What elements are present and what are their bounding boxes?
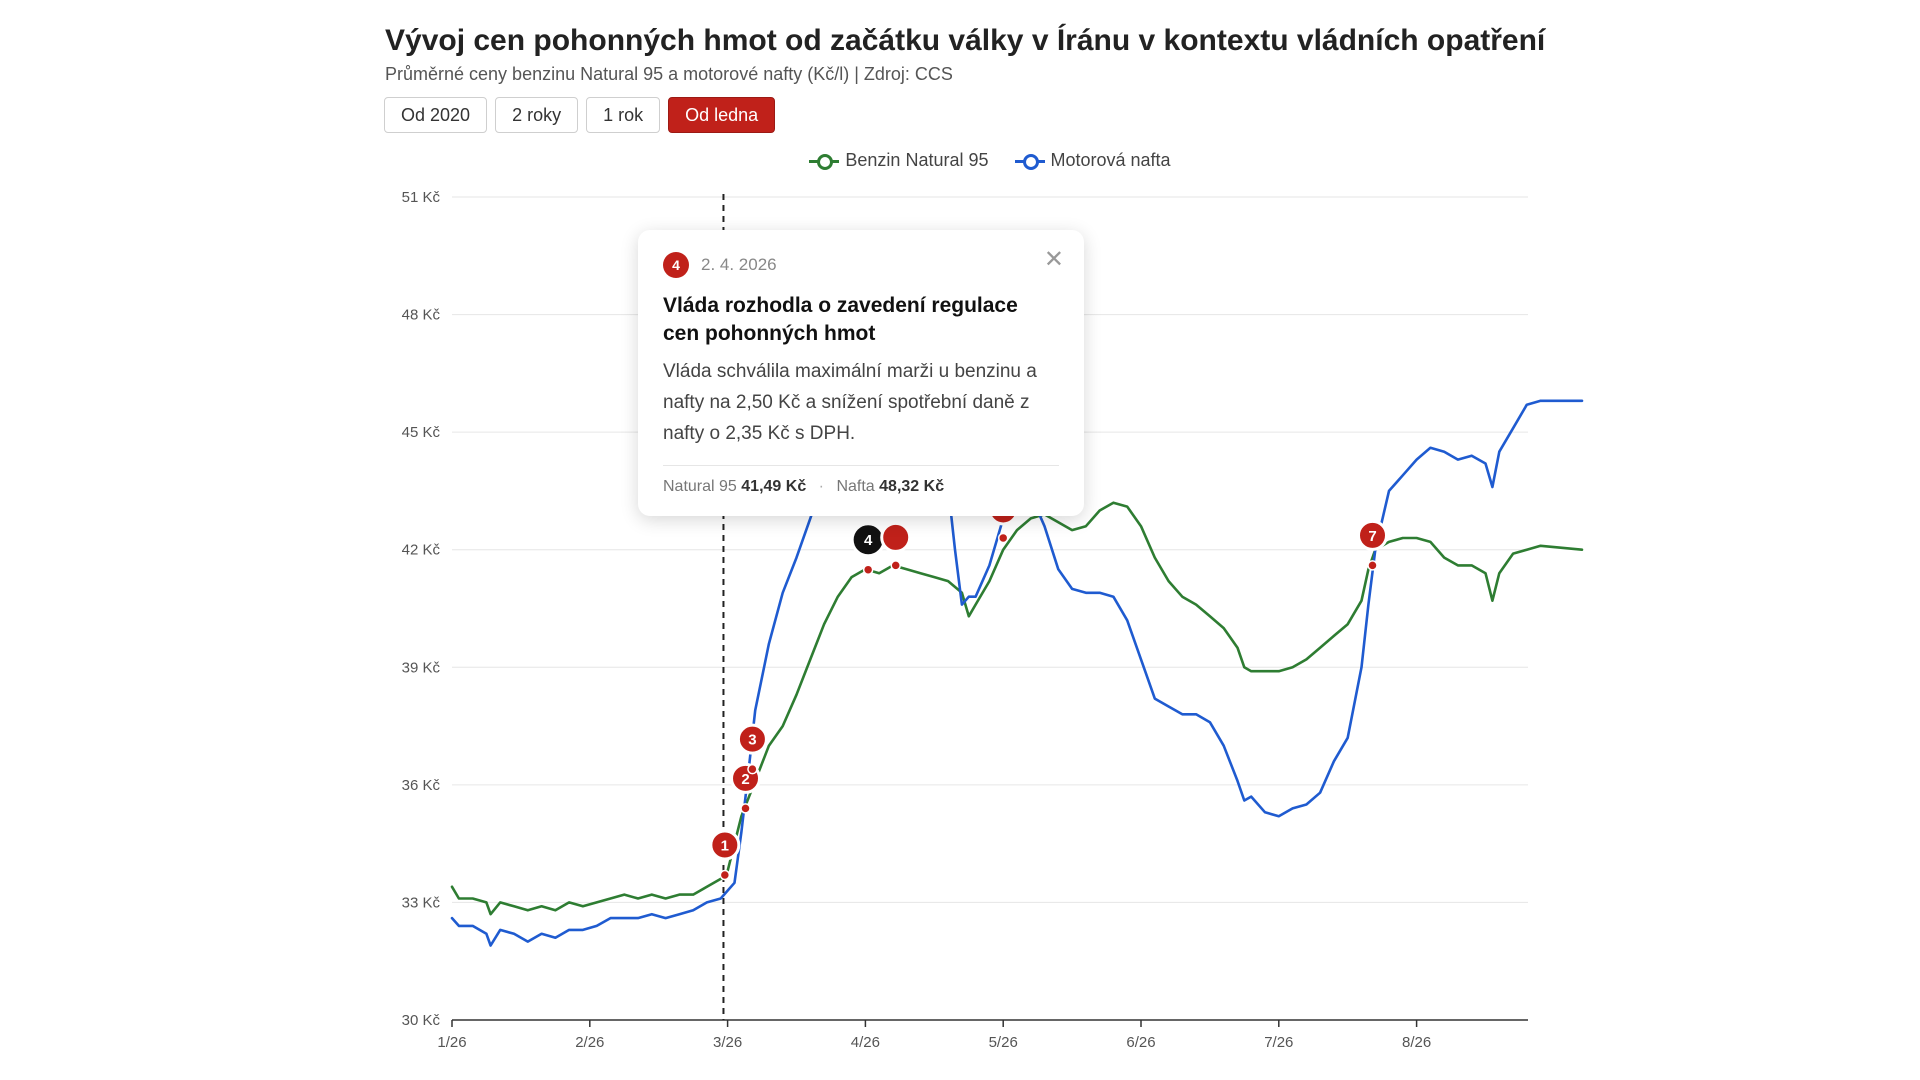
y-tick-label: 33 Kč [402, 894, 441, 911]
popup-nafta-label: Nafta [836, 478, 875, 495]
chart-title: Vývoj cen pohonných hmot od začátku válk… [385, 24, 1546, 57]
popup-date: 2. 4. 2026 [701, 255, 777, 274]
event-badge-label: 4 [864, 532, 873, 549]
event-badge-label: 1 [721, 837, 729, 854]
legend-label-natural95: Benzin Natural 95 [845, 150, 989, 170]
popup-body: Vláda schválila maximální marži u benzin… [663, 361, 1037, 444]
event-point [890, 560, 901, 571]
event-badge-label: 7 [1368, 528, 1376, 545]
y-tick-label: 45 Kč [402, 424, 441, 441]
range-button-2-years[interactable]: 2 roky [495, 97, 579, 133]
series-line-nafta [450, 399, 1584, 947]
event-popup: 4 2. 4. 2026 ✕ Vláda rozhodla o zavedení… [638, 230, 1084, 516]
event-marker-layer: 1 2 3 4 7 [709, 494, 1389, 881]
chart-legend: Benzin Natural 95 Motorová nafta [0, 150, 1920, 171]
popup-footer: Natural 95 41,49 Kč · Nafta 48,32 Kč [663, 478, 1059, 496]
event-badge [736, 723, 768, 755]
legend-item-nafta[interactable]: Motorová nafta [1014, 150, 1171, 171]
y-tick-label: 30 Kč [402, 1012, 441, 1029]
popup-nafta-value: 48,32 Kč [879, 478, 945, 495]
popup-title: Vláda rozhodla o zavedení regulace cen p… [663, 294, 1018, 345]
x-tick-label: 1/26 [437, 1034, 466, 1051]
legend-item-natural95[interactable]: Benzin Natural 95 [809, 150, 989, 171]
series-line-natural95 [450, 501, 1584, 916]
event-badge [1357, 519, 1389, 551]
x-tick-label: 7/26 [1264, 1034, 1293, 1051]
event-point [1367, 560, 1378, 571]
range-button-1-year[interactable]: 1 rok [586, 97, 661, 133]
event-badge [709, 829, 741, 861]
chart-subtitle: Průměrné ceny benzinu Natural 95 a motor… [385, 64, 953, 84]
x-tick-label: 5/26 [989, 1034, 1018, 1051]
series-layer [450, 399, 1584, 947]
event-marker-1[interactable]: 1 [709, 829, 741, 881]
event-badge [880, 521, 912, 553]
event-marker-3[interactable]: 3 [736, 723, 768, 775]
event-point [740, 803, 751, 814]
y-tick-label: 39 Kč [402, 659, 441, 676]
popup-natural-value: 41,49 Kč [741, 478, 807, 495]
popup-divider [663, 465, 1059, 466]
x-tick-label: 6/26 [1126, 1034, 1155, 1051]
event-point [747, 763, 758, 775]
close-icon[interactable]: ✕ [1043, 246, 1064, 273]
range-button-from-2020[interactable]: Od 2020 [384, 97, 488, 133]
y-tick-label: 51 Kč [402, 189, 441, 206]
range-selector: Od 2020 2 roky 1 rok Od ledna [384, 97, 776, 133]
popup-natural-label: Natural 95 [663, 478, 737, 495]
x-tick-label: 4/26 [851, 1034, 880, 1051]
event-marker-4[interactable]: 4 [850, 522, 886, 575]
event-badge-label: 3 [748, 732, 756, 749]
event-badge-label: 2 [741, 771, 749, 788]
popup-event-badge: 4 [663, 252, 689, 278]
grid-layer: 30 Kč 33 Kč 36 Kč 39 Kč 42 Kč 45 Kč 48 Kč 51 Kč… [402, 189, 1528, 1051]
event-marker-partial[interactable] [880, 521, 912, 571]
legend-swatch-natural95 [809, 153, 840, 170]
popup-footer-separator: · [818, 478, 824, 495]
y-tick-label: 36 Kč [402, 777, 441, 794]
range-button-from-january[interactable]: Od ledna [668, 97, 776, 133]
y-tick-label: 42 Kč [402, 542, 441, 559]
event-marker-7[interactable]: 7 [1357, 519, 1389, 571]
legend-label-nafta: Motorová nafta [1050, 150, 1171, 170]
x-tick-label: 8/26 [1402, 1034, 1431, 1051]
legend-swatch-nafta [1014, 153, 1045, 170]
y-tick-label: 48 Kč [402, 307, 441, 324]
x-tick-label: 3/26 [713, 1034, 742, 1051]
event-point [997, 532, 1009, 544]
event-point [862, 564, 874, 575]
x-tick-label: 2/26 [575, 1034, 604, 1051]
event-point [719, 869, 731, 881]
